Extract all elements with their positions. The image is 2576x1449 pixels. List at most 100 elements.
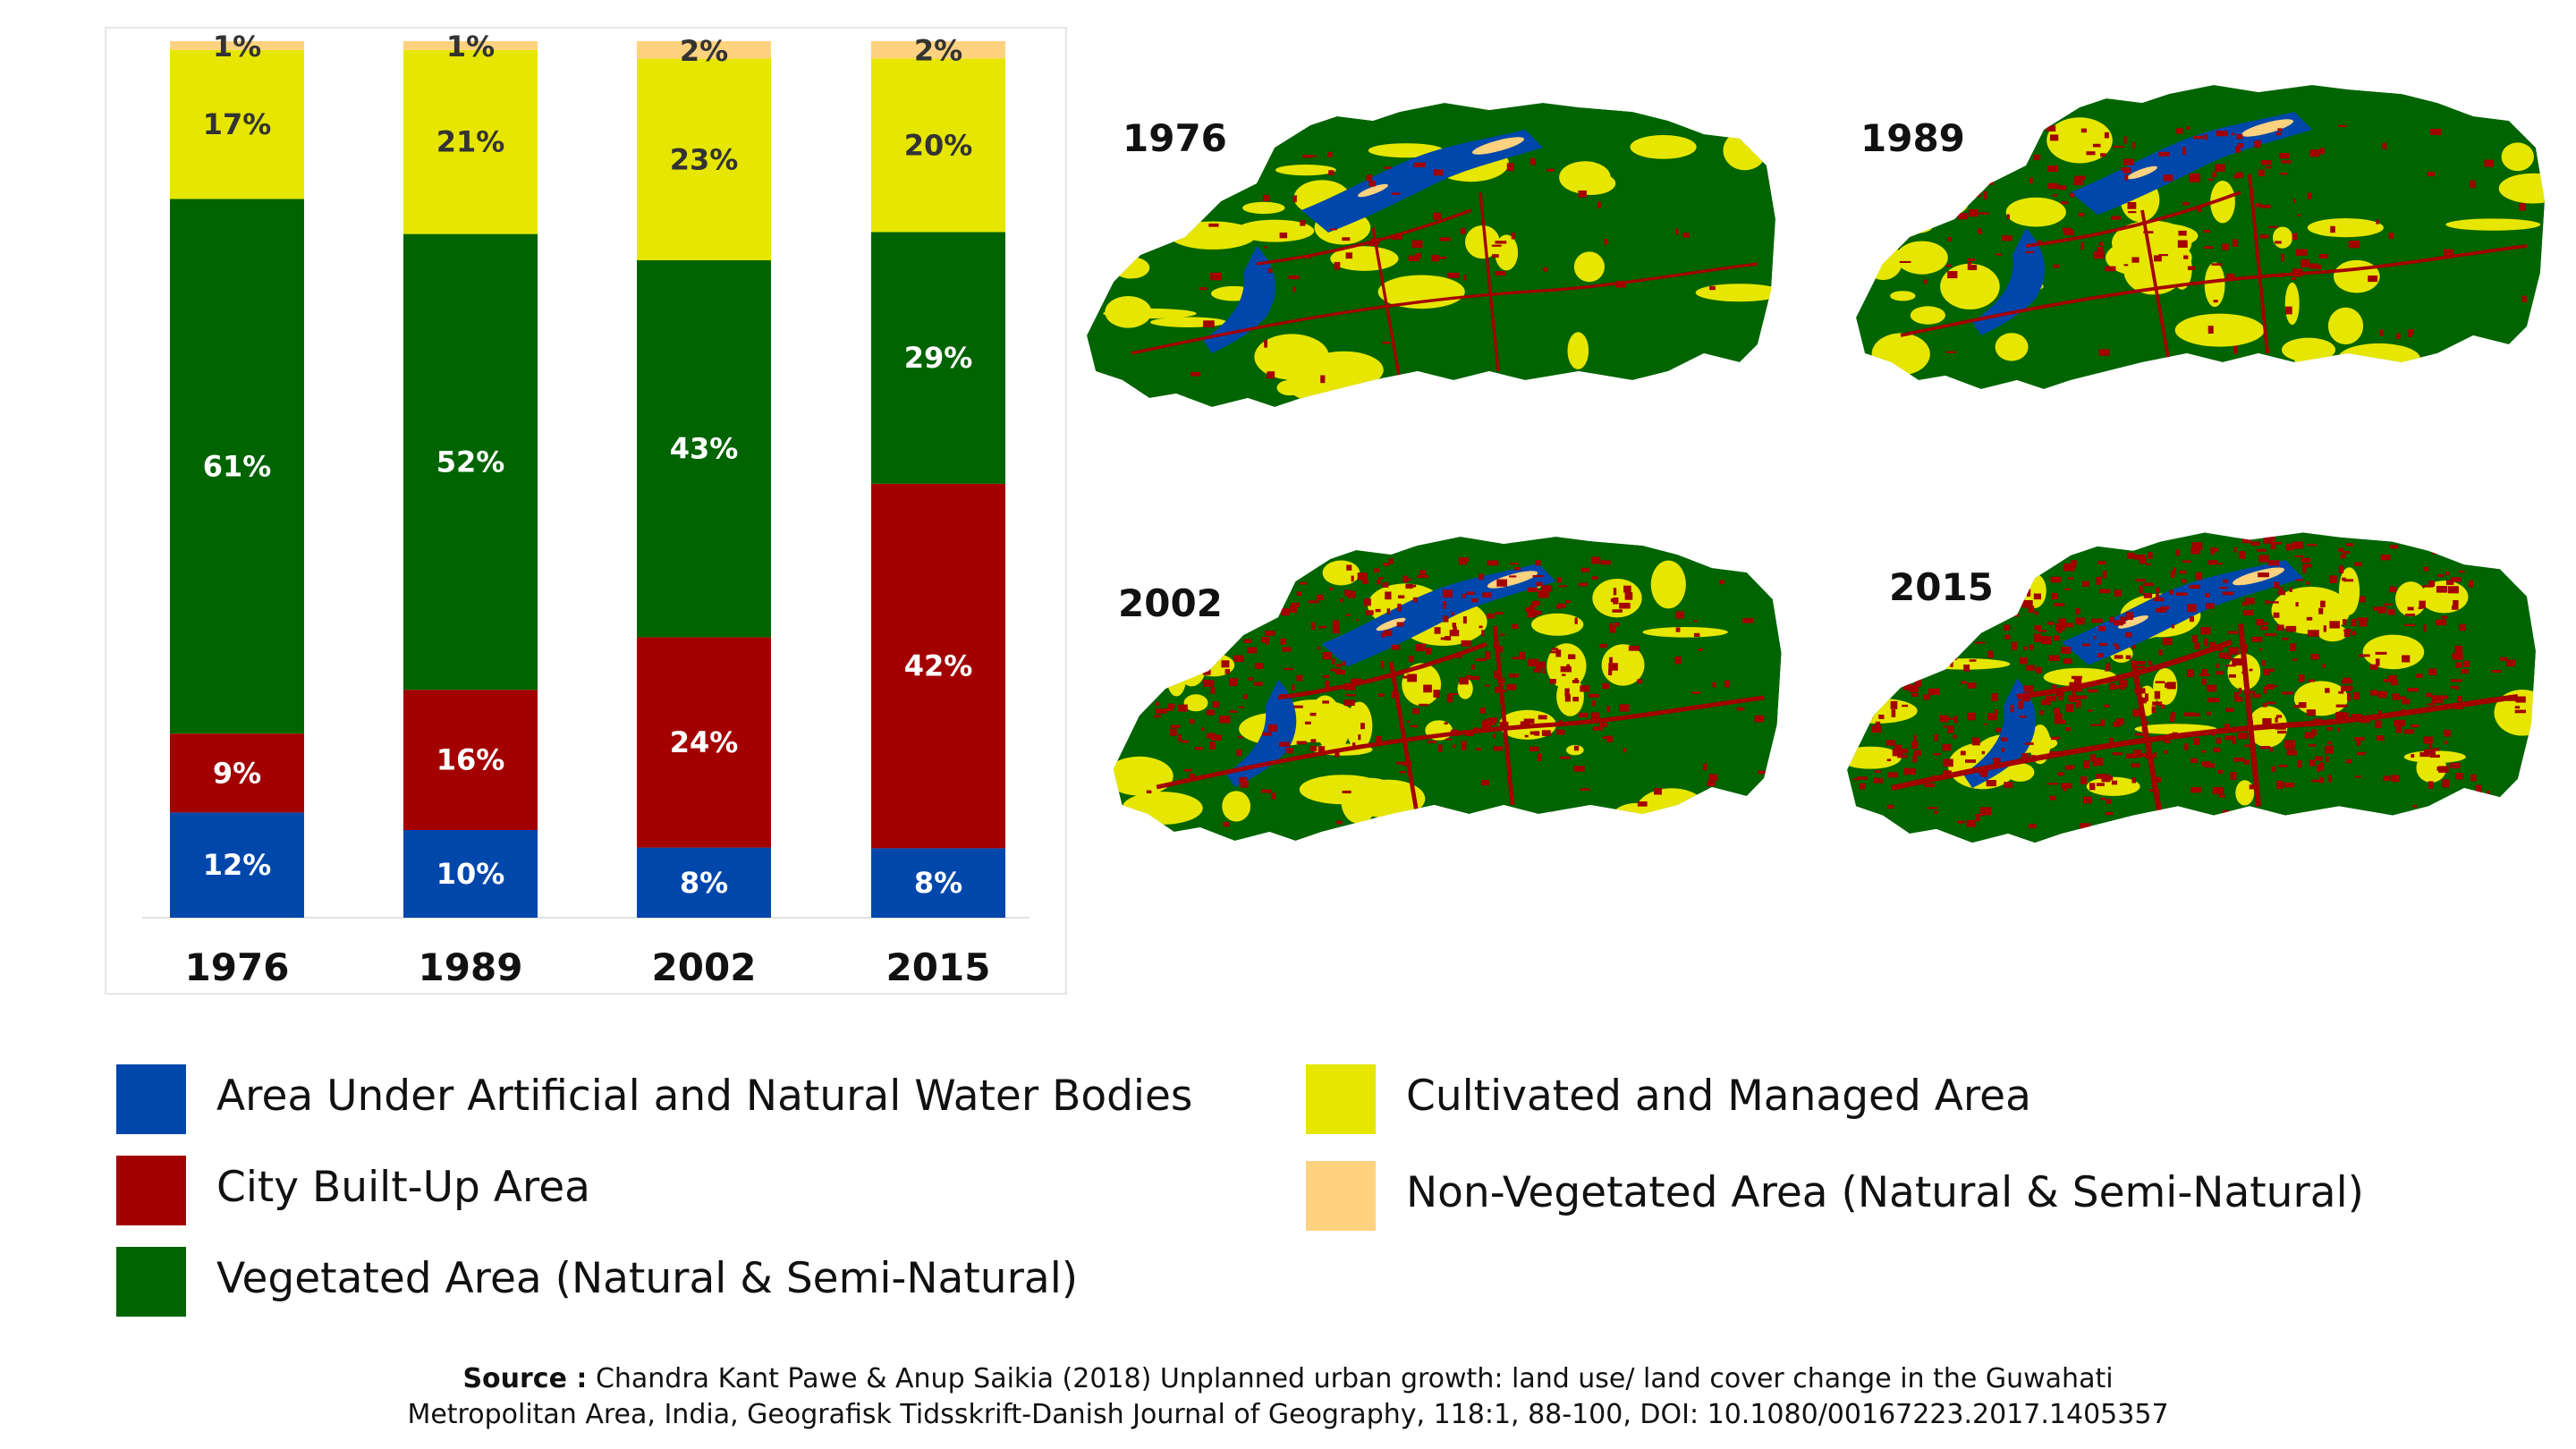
built-up-speck [1383, 563, 1390, 566]
built-up-speck [2276, 780, 2284, 789]
built-up-speck [2114, 589, 2122, 597]
built-up-speck [2064, 623, 2074, 628]
built-up-speck [1967, 261, 1971, 270]
built-up-speck [2121, 687, 2125, 690]
built-up-speck [1412, 708, 1419, 715]
built-up-speck [2289, 630, 2294, 632]
built-up-speck [2254, 140, 2261, 148]
built-up-speck [1924, 783, 1935, 788]
bar-value-label-1976-3: 61% [203, 449, 272, 483]
built-up-speck [1375, 608, 1381, 613]
built-up-speck [2305, 528, 2309, 530]
cultivated-patch [1912, 579, 1938, 619]
built-up-speck [2029, 177, 2033, 184]
built-up-speck [1377, 579, 1381, 585]
built-up-speck [2019, 595, 2023, 603]
built-up-speck [1564, 688, 1570, 697]
built-up-speck [1146, 790, 1152, 793]
built-up-speck [2266, 684, 2274, 690]
built-up-speck [2470, 774, 2477, 782]
built-up-speck [1194, 746, 1203, 750]
built-up-speck [1247, 647, 1258, 654]
built-up-speck [2264, 622, 2268, 625]
cultivated-patch [2416, 753, 2447, 783]
built-up-speck [2063, 227, 2072, 232]
built-up-speck [1426, 648, 1432, 655]
built-up-speck [1624, 592, 1633, 600]
built-up-speck [1860, 556, 1867, 564]
bar-segment-1989-5 [403, 41, 538, 50]
built-up-speck [2175, 549, 2180, 556]
built-up-speck [2255, 203, 2261, 208]
built-up-speck [2228, 647, 2239, 655]
built-up-speck [1308, 600, 1319, 604]
built-up-speck [1556, 577, 1562, 583]
built-up-speck [2053, 193, 2057, 197]
built-up-speck [2260, 626, 2268, 631]
built-up-speck [1271, 792, 1276, 800]
built-up-speck [1481, 780, 1489, 786]
built-up-speck [1322, 651, 1332, 660]
built-up-speck [1448, 692, 1458, 695]
built-up-speck [1212, 660, 1218, 663]
built-up-speck [2158, 649, 2163, 656]
built-up-speck [1538, 590, 1549, 598]
built-up-speck [2407, 688, 2419, 692]
built-up-speck [2139, 585, 2143, 594]
built-up-speck [1981, 750, 1986, 755]
built-up-speck [1838, 606, 1840, 614]
built-up-speck [2156, 587, 2160, 593]
built-up-speck [2307, 630, 2319, 637]
built-up-speck [2201, 678, 2207, 685]
built-up-speck [1514, 567, 1521, 571]
built-up-speck [1443, 601, 1447, 609]
built-up-speck [2061, 647, 2072, 654]
built-up-speck [1178, 734, 1182, 742]
built-up-speck [1423, 684, 1432, 693]
built-up-speck [2098, 242, 2103, 246]
built-up-speck [1556, 606, 1562, 609]
built-up-speck [2373, 606, 2381, 611]
built-up-speck [2354, 562, 2362, 567]
built-up-speck [2462, 660, 2470, 667]
built-up-speck [1415, 643, 1426, 652]
built-up-speck [1838, 623, 1842, 631]
built-up-speck [2323, 625, 2326, 632]
built-up-speck [1178, 704, 1188, 712]
built-up-speck [1485, 651, 1491, 659]
bar-segment-1989-3 [403, 233, 538, 691]
built-up-speck [2319, 762, 2325, 771]
built-up-speck [2389, 586, 2397, 593]
built-up-speck [2447, 586, 2459, 594]
bar-value-label-1989-1: 10% [436, 857, 505, 891]
built-up-speck [2137, 753, 2145, 758]
built-up-speck [1852, 578, 1856, 582]
built-up-speck [2065, 704, 2074, 713]
built-up-speck [2006, 214, 2010, 220]
built-up-speck [2098, 349, 2110, 356]
built-up-speck [1712, 682, 1716, 688]
built-up-speck [1953, 716, 1959, 724]
built-up-speck [1909, 638, 1918, 644]
built-up-speck [2076, 699, 2081, 708]
built-up-speck [2519, 203, 2526, 211]
built-up-speck [2436, 586, 2448, 593]
built-up-speck [1197, 568, 1202, 577]
road-line [1891, 693, 2519, 791]
built-up-speck [1289, 605, 1297, 613]
built-up-speck [2046, 783, 2059, 785]
built-up-speck [2309, 149, 2320, 157]
built-up-speck [2104, 131, 2109, 139]
built-up-speck [2027, 589, 2031, 597]
built-up-speck [2396, 696, 2407, 699]
built-up-speck [2148, 660, 2153, 665]
built-up-speck [1568, 654, 1576, 659]
built-up-speck [2052, 593, 2058, 600]
built-up-speck [1406, 720, 1411, 723]
built-up-speck [1237, 735, 1243, 739]
built-up-speck [2319, 254, 2328, 258]
road-line [1371, 227, 1402, 381]
cultivated-patch [1402, 663, 1442, 706]
built-up-speck [1984, 181, 1994, 185]
road-line [1131, 262, 1758, 355]
